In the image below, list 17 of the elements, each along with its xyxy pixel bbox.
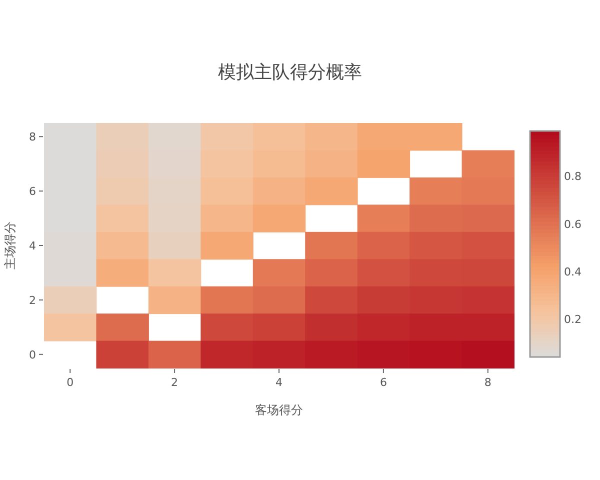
x-tick-label: 0 [66, 376, 74, 389]
color-bar-label: 0.2 [564, 312, 582, 326]
y-tick-label: 8 [29, 130, 36, 144]
x-tick-label: 2 [171, 376, 178, 389]
x-axis-title: 客场得分 [255, 403, 303, 417]
y-tick-label: 6 [29, 185, 36, 198]
y-tick-label: 0 [29, 348, 36, 362]
y-axis-title: 主场得分 [3, 222, 17, 270]
color-bar-label: 0.6 [564, 218, 582, 231]
chart-title: 模拟主队得分概率 [218, 62, 362, 83]
x-tick-label: 8 [484, 376, 492, 389]
color-bar-label: 0.4 [564, 265, 582, 278]
y-tick-label: 4 [29, 240, 36, 252]
color-bar-label: 0.8 [564, 170, 582, 184]
x-tick-label: 6 [380, 376, 387, 389]
y-tick-label: 2 [29, 294, 36, 307]
x-tick-label: 4 [276, 376, 282, 389]
